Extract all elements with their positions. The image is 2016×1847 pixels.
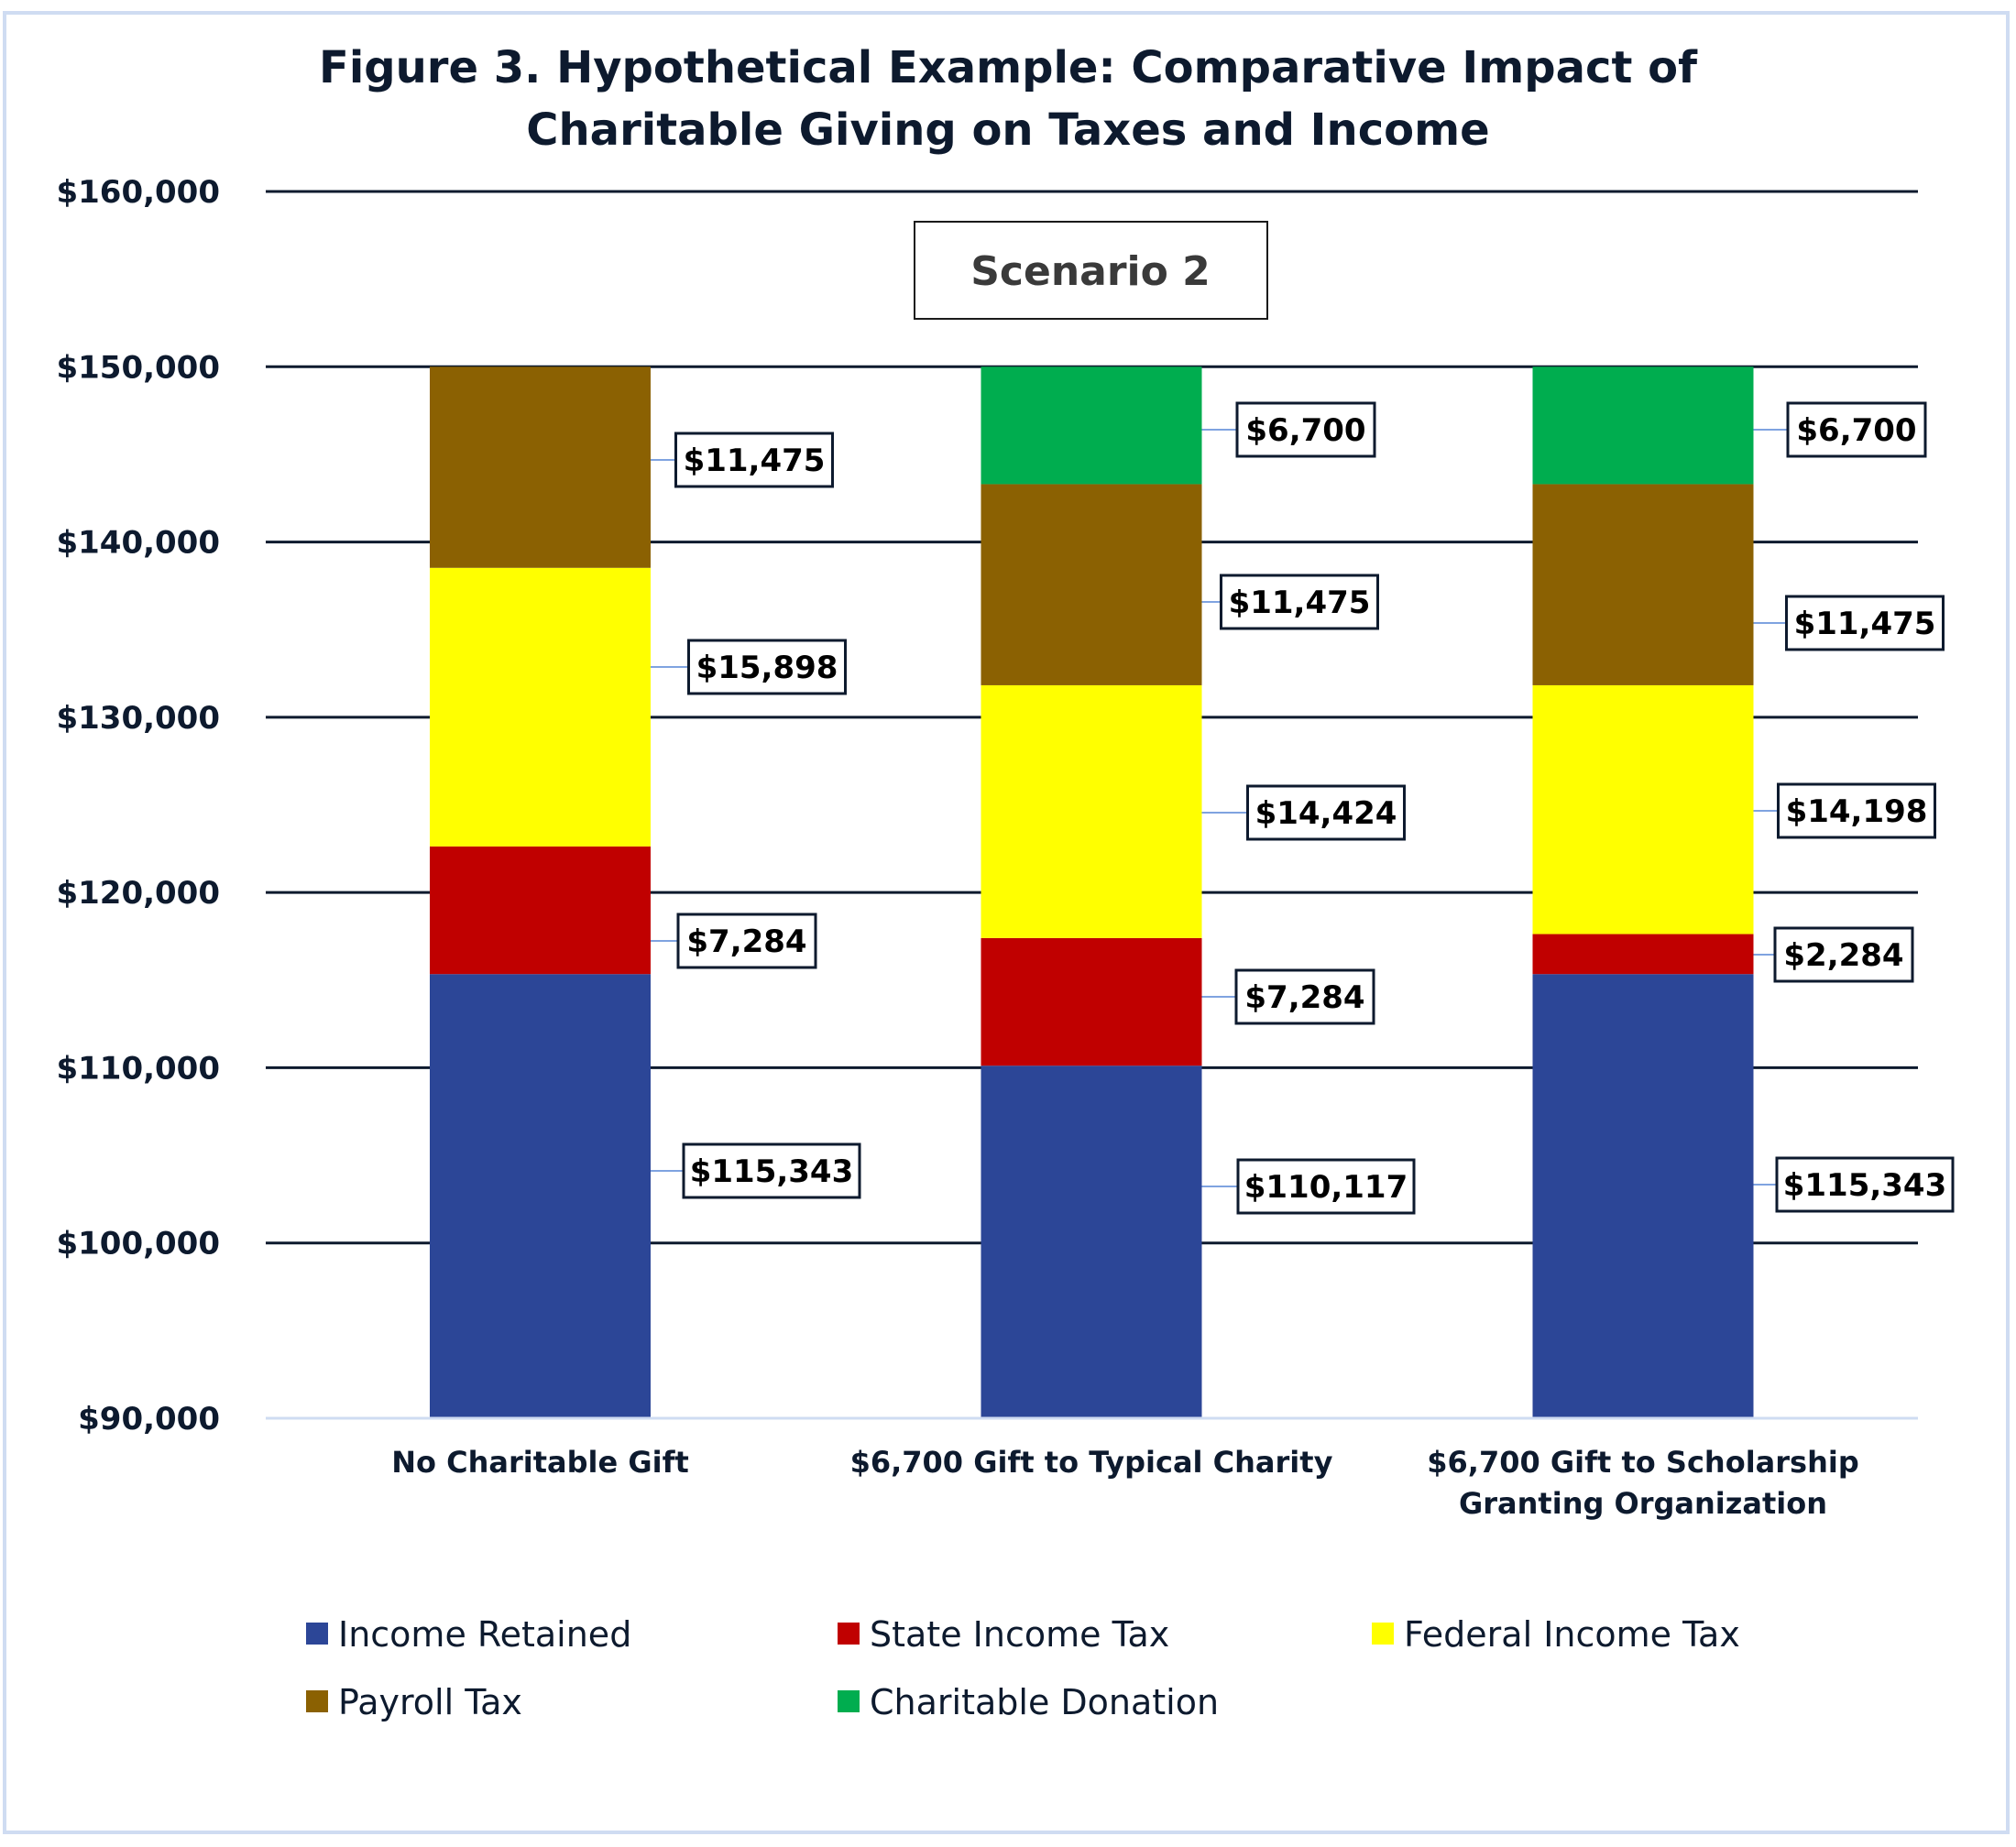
legend-item: Charitable Donation <box>838 1682 1219 1722</box>
legend-swatch <box>306 1690 328 1712</box>
bar-stack <box>430 366 651 1418</box>
data-label-box <box>1777 782 1936 839</box>
x-category-label: $6,700 Gift to Typical Charity <box>850 1445 1333 1480</box>
data-label-box <box>1236 1158 1416 1215</box>
data-label-text: $11,475 <box>1229 585 1371 621</box>
bar-segment <box>430 366 651 568</box>
data-label-box <box>1246 784 1406 841</box>
legend-swatch <box>838 1623 860 1645</box>
data-label-text: $7,284 <box>1244 979 1364 1016</box>
scenario-box <box>914 221 1268 320</box>
data-label-box <box>1785 595 1945 651</box>
legend-label: State Income Tax <box>870 1614 1169 1655</box>
chart-title-line-1: Figure 3. Hypothetical Example: Comparat… <box>319 42 1698 93</box>
bar-segment <box>981 684 1202 938</box>
x-category-label: $6,700 Gift to Scholarship <box>1427 1445 1858 1480</box>
data-label-text: $7,284 <box>686 924 806 960</box>
data-label: $6,700 <box>1201 401 1376 458</box>
data-label: $11,475 <box>651 432 834 488</box>
data-label-box <box>674 432 834 488</box>
data-label: $110,117 <box>1201 1158 1416 1215</box>
bar-stack <box>1532 366 1754 1418</box>
data-label-text: $14,424 <box>1255 795 1397 832</box>
data-label-text: $6,700 <box>1796 412 1916 449</box>
scenario-annotation: Scenario 2 <box>914 221 1268 320</box>
data-label: $6,700 <box>1753 401 1927 458</box>
legend-label: Payroll Tax <box>338 1682 522 1722</box>
y-tick-label: $120,000 <box>56 875 220 912</box>
bar-segment <box>1532 934 1754 975</box>
data-label: $115,343 <box>1753 1156 1955 1213</box>
bar-segment <box>1532 974 1754 1418</box>
x-axis-categories: No Charitable Gift $6,700 Gift to Typical… <box>391 1445 1859 1521</box>
data-label-box <box>1234 968 1375 1025</box>
legend-item: State Income Tax <box>838 1614 1169 1655</box>
data-label: $7,284 <box>651 913 817 969</box>
bar-segment <box>1532 484 1754 685</box>
legend-label: Charitable Donation <box>870 1682 1219 1722</box>
data-label-box <box>1220 574 1379 630</box>
data-label-box <box>1786 401 1927 458</box>
legend-label: Federal Income Tax <box>1404 1614 1740 1655</box>
data-label: $14,424 <box>1201 784 1406 841</box>
legend-label: Income Retained <box>338 1614 631 1655</box>
data-label-text: $11,475 <box>1794 606 1936 642</box>
y-tick-label: $110,000 <box>56 1050 220 1087</box>
legend-item: Federal Income Tax <box>1372 1614 1740 1655</box>
bar-segment <box>430 974 651 1418</box>
chart-title: Figure 3. Hypothetical Example: Comparat… <box>319 42 1698 156</box>
data-label-box <box>682 1142 861 1199</box>
data-label: $11,475 <box>1201 574 1379 630</box>
data-label-box <box>687 639 847 695</box>
legend-item: Income Retained <box>306 1614 631 1655</box>
y-tick-label: $150,000 <box>56 349 220 386</box>
bar-segment <box>430 846 651 975</box>
bar-segment <box>1532 366 1754 485</box>
data-label-text: $14,198 <box>1786 793 1928 830</box>
data-label: $2,284 <box>1753 926 1914 983</box>
bars <box>430 366 1754 1418</box>
bar-segment <box>430 567 651 847</box>
y-axis-ticks: $90,000 $100,000 $110,000 $120,000 $130,000 $… <box>56 174 220 1437</box>
legend-swatch <box>838 1690 860 1712</box>
y-tick-label: $140,000 <box>56 525 220 562</box>
legend: Income Retained State Income Tax Federal I… <box>306 1614 1740 1722</box>
chart-title-line-2: Charitable Giving on Taxes and Income <box>526 104 1489 156</box>
y-tick-label: $160,000 <box>56 174 220 211</box>
legend-swatch <box>306 1623 328 1645</box>
legend-item: Payroll Tax <box>306 1682 522 1722</box>
bar-segment <box>981 484 1202 685</box>
data-label-text: $2,284 <box>1783 937 1903 974</box>
bar-segment <box>981 366 1202 485</box>
y-tick-label: $90,000 <box>78 1401 220 1437</box>
y-tick-label: $130,000 <box>56 700 220 737</box>
data-label-text: $6,700 <box>1245 412 1365 449</box>
legend-swatch <box>1372 1623 1394 1645</box>
data-label-text: $115,343 <box>690 1153 854 1190</box>
data-label-text: $110,117 <box>1244 1169 1408 1206</box>
x-category-label: Granting Organization <box>1459 1486 1827 1521</box>
bar-stack <box>981 366 1202 1418</box>
bar-segment <box>981 937 1202 1066</box>
bar-segment <box>981 1066 1202 1418</box>
data-label: $115,343 <box>651 1142 861 1199</box>
bar-segment <box>1532 684 1754 934</box>
scenario-label: Scenario 2 <box>970 248 1211 295</box>
data-label: $7,284 <box>1201 968 1375 1025</box>
data-label: $11,475 <box>1753 595 1945 651</box>
data-label-box <box>676 913 817 969</box>
x-category-label: No Charitable Gift <box>391 1445 689 1480</box>
y-tick-label: $100,000 <box>56 1226 220 1262</box>
data-label: $14,198 <box>1753 782 1936 839</box>
data-label-box <box>1235 401 1376 458</box>
data-label-text: $115,343 <box>1783 1167 1947 1204</box>
data-label-box <box>1775 1156 1955 1213</box>
data-labels: $115,343 $7,284 $15,898 $11,475 $110,117 $7,2… <box>651 401 1955 1215</box>
data-label-text: $15,898 <box>696 650 838 686</box>
data-label-box <box>1773 926 1914 983</box>
data-label-text: $11,475 <box>684 443 826 479</box>
data-label: $15,898 <box>651 639 847 695</box>
